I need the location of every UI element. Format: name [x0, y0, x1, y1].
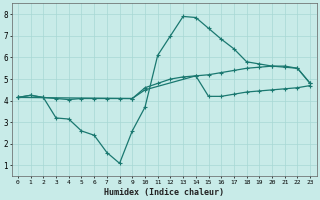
X-axis label: Humidex (Indice chaleur): Humidex (Indice chaleur)	[104, 188, 224, 197]
